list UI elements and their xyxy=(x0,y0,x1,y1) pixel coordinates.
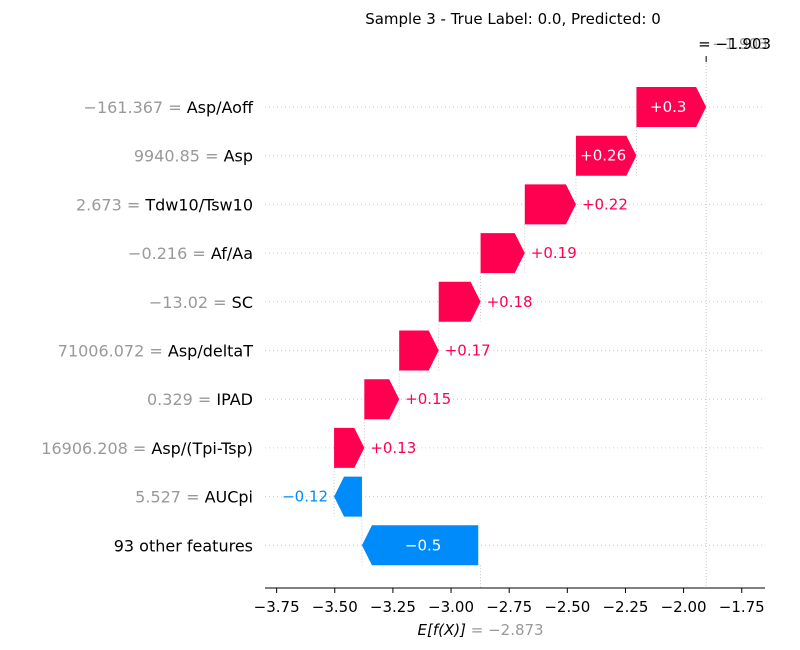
feature-value: 2.673 = xyxy=(76,195,145,214)
contribution-label: +0.22 xyxy=(582,195,628,213)
feature-label: 93 other features xyxy=(114,536,253,555)
feature-value: −161.367 = xyxy=(84,98,187,117)
contribution-bar xyxy=(399,330,439,371)
contribution-bar xyxy=(636,87,707,127)
feature-label: 9940.85 = Asp xyxy=(134,147,253,166)
feature-label: 2.673 = Tdw10/Tsw10 xyxy=(76,195,253,214)
feature-value: 9940.85 = xyxy=(134,147,224,166)
feature-label: 71006.072 = Asp/deltaT xyxy=(58,342,253,361)
contribution-bar xyxy=(334,427,365,468)
reference-lines xyxy=(480,60,707,588)
feature-value: 16906.208 = xyxy=(41,439,151,458)
feature-label: −161.367 = Asp/Aoff xyxy=(84,98,254,117)
contribution-bar xyxy=(480,233,525,274)
feature-value: −0.216 = xyxy=(128,244,211,263)
contribution-label: +0.13 xyxy=(370,439,416,457)
feature-name: Asp/Aoff xyxy=(187,98,254,117)
contribution-bar xyxy=(438,281,481,322)
output-value-label: −1.903= −1.903 xyxy=(698,35,771,62)
contribution-bar xyxy=(334,476,362,517)
feature-name: AUCpi xyxy=(205,488,253,507)
x-axis: −3.75 −3.50 −3.25 −3.00 −2.75 −2.50 −2.25 −2.00… xyxy=(254,587,765,639)
contribution-label: −0.12 xyxy=(282,488,328,506)
feature-name: Asp/deltaT xyxy=(168,342,253,361)
x-tick-label: −3.25 xyxy=(370,598,416,616)
feature-label: 0.329 = IPAD xyxy=(147,390,253,409)
feature-name: Asp/(Tpi-Tsp) xyxy=(151,439,253,458)
feature-label: 16906.208 = Asp/(Tpi-Tsp) xyxy=(41,439,253,458)
contribution-bar xyxy=(361,525,479,566)
feature-label: −0.216 = Af/Aa xyxy=(128,244,253,263)
feature-label: −13.02 = SC xyxy=(149,293,253,312)
contribution-label: +0.3 xyxy=(650,98,686,116)
feature-labels: −161.367 = Asp/Aoff 9940.85 = Asp 2.673 = … xyxy=(41,98,254,555)
contribution-bar xyxy=(364,379,400,420)
feature-label: 5.527 = AUCpi xyxy=(135,488,253,507)
x-tick-label: −1.75 xyxy=(719,598,765,616)
feature-value: 71006.072 = xyxy=(58,342,168,361)
base-value-prefix: E[f(X)] xyxy=(418,621,467,639)
x-tick-label: −2.75 xyxy=(486,598,532,616)
feature-name: Tdw10/Tsw10 xyxy=(144,195,253,214)
x-tick-label: −3.00 xyxy=(428,598,474,616)
contribution-label: +0.26 xyxy=(580,147,626,165)
feature-name: SC xyxy=(232,293,253,312)
contribution-label: +0.17 xyxy=(445,342,491,360)
contribution-label: +0.18 xyxy=(487,293,533,311)
contribution-bar xyxy=(575,135,637,176)
base-value-number: = −2.873 xyxy=(466,621,544,639)
x-tick-label: −3.75 xyxy=(254,598,300,616)
contribution-label: −0.5 xyxy=(405,536,441,554)
x-tick-label: −2.25 xyxy=(602,598,648,616)
output-value-text: = −1.903 xyxy=(698,35,771,53)
feature-value: 0.329 = xyxy=(147,390,216,409)
chart-title: Sample 3 - True Label: 0.0, Predicted: 0 xyxy=(365,10,661,28)
x-tick-label: −3.50 xyxy=(312,598,358,616)
output-value-ghost: −1.903 xyxy=(712,35,768,53)
feature-name: Asp xyxy=(224,147,253,166)
contribution-bars: +0.3 +0.26 +0.22 +0.19 +0.18 +0.17 +0.15 +0.13 −… xyxy=(282,87,707,566)
feature-value: −13.02 = xyxy=(149,293,232,312)
contribution-label: +0.19 xyxy=(531,244,577,262)
contribution-label: +0.15 xyxy=(405,390,451,408)
feature-name: Af/Aa xyxy=(211,244,253,263)
x-tick-label: −2.00 xyxy=(661,598,707,616)
contribution-bar xyxy=(524,184,576,225)
feature-name: IPAD xyxy=(216,390,253,409)
feature-value: 5.527 = xyxy=(135,488,204,507)
x-tick-label: −2.50 xyxy=(544,598,590,616)
base-value-label: E[f(X)] = −2.873 xyxy=(418,621,544,639)
feature-name: 93 other features xyxy=(114,536,253,555)
